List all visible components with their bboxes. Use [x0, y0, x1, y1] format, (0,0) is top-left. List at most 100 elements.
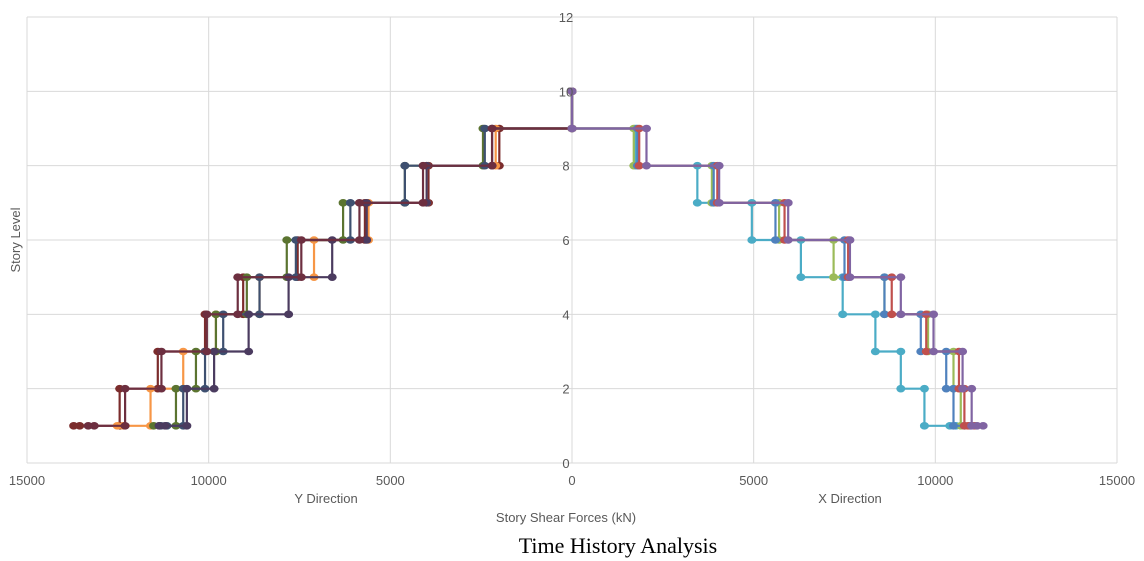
data-point [83, 422, 93, 430]
x-tick-label: 0 [568, 473, 575, 488]
x-tick-label: 10000 [917, 473, 953, 488]
x-direction-label: X Direction [818, 491, 882, 506]
y-tick-label: 12 [559, 10, 573, 25]
data-point [845, 236, 855, 244]
y-tick-label: 8 [562, 159, 569, 174]
data-point [202, 310, 212, 319]
data-point [209, 347, 219, 356]
data-point [156, 347, 166, 356]
series-x-7 [567, 87, 981, 430]
series-line [570, 91, 950, 427]
data-point [838, 310, 848, 319]
data-point [896, 310, 906, 319]
series-line [570, 91, 965, 427]
data-point [244, 310, 254, 319]
y-tick-label: 2 [562, 382, 569, 397]
series-x-9 [567, 87, 979, 430]
series-line [570, 91, 969, 427]
data-point [354, 199, 364, 207]
data-point [418, 199, 428, 207]
series-group [69, 87, 988, 430]
y-tick-label: 4 [562, 307, 569, 322]
data-point [400, 161, 410, 170]
data-point [967, 422, 977, 430]
data-point [747, 236, 757, 244]
series-y-0 [69, 87, 577, 430]
data-point [282, 236, 292, 244]
y-tick-label: 0 [562, 456, 569, 471]
data-point [714, 161, 724, 170]
data-point [783, 199, 793, 207]
data-point [209, 384, 219, 393]
series-line [166, 91, 574, 427]
data-point [362, 236, 372, 244]
figure-caption: Time History Analysis [519, 533, 717, 558]
data-point [959, 422, 969, 430]
data-point [921, 347, 931, 356]
y-axis-title: Story Level [8, 207, 23, 272]
series-line [159, 91, 574, 427]
series-y-4 [154, 87, 577, 430]
data-point [634, 161, 644, 170]
x-tick-label: 15000 [1099, 473, 1135, 488]
data-point [69, 422, 79, 430]
data-point [958, 347, 968, 356]
series-line [165, 91, 574, 427]
data-point [896, 384, 906, 393]
x-tick-label: 10000 [191, 473, 227, 488]
series-y-3 [156, 87, 577, 430]
data-point [182, 384, 192, 393]
data-point [233, 310, 243, 319]
data-point [567, 87, 577, 96]
data-point [120, 384, 130, 393]
y-tick-label: 10 [559, 84, 573, 99]
y-direction-label: Y Direction [294, 491, 357, 506]
series-y-1 [112, 87, 577, 430]
data-point [879, 310, 889, 319]
data-point [887, 310, 897, 319]
data-point [244, 347, 254, 356]
data-point [941, 384, 951, 393]
data-point [929, 310, 939, 319]
data-point [896, 347, 906, 356]
series-line [79, 91, 574, 427]
data-point [958, 384, 968, 393]
data-point [896, 273, 906, 281]
data-point [783, 236, 793, 244]
data-point [949, 422, 958, 430]
data-point [641, 124, 651, 133]
data-point [845, 273, 855, 281]
data-point [156, 384, 166, 393]
series-line [570, 91, 970, 427]
data-point [714, 199, 724, 207]
x-tick-label: 5000 [376, 473, 405, 488]
series-line [123, 91, 574, 427]
data-point [345, 199, 355, 207]
data-point [296, 236, 306, 244]
data-point [418, 161, 428, 170]
series-x-10 [567, 87, 988, 430]
data-point [487, 124, 497, 133]
data-point [338, 199, 348, 207]
data-point [641, 161, 651, 170]
data-point [919, 384, 929, 393]
data-point [870, 310, 880, 319]
data-point [480, 124, 490, 133]
data-point [929, 347, 939, 356]
data-point [796, 273, 806, 281]
data-point [770, 236, 780, 244]
y-tick-label: 6 [562, 233, 569, 248]
data-point [870, 347, 880, 356]
series-x-6 [567, 87, 961, 430]
data-point [919, 422, 929, 430]
x-axis-title: Story Shear Forces (kN) [496, 510, 636, 525]
data-point [567, 124, 577, 133]
data-point [327, 273, 337, 281]
data-point [154, 422, 164, 430]
data-point [487, 161, 497, 170]
data-point [284, 310, 294, 319]
tick-labels: 15000 10000 5000 0 5000 10000 15000 0 2 4 6 8 10 12 [9, 10, 1135, 488]
data-point [692, 199, 702, 207]
data-point [978, 422, 988, 430]
